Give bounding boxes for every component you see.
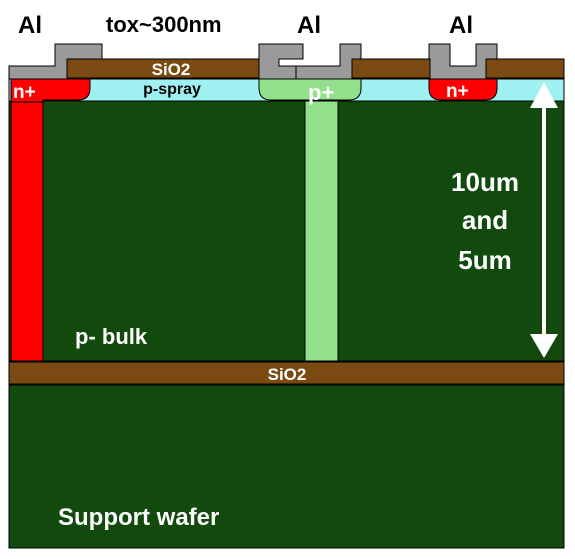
label-p-plus: p+ bbox=[308, 80, 334, 105]
label-thickness-line2: and bbox=[462, 205, 508, 235]
p-plus-implant bbox=[258, 78, 362, 101]
sio2-segment-2 bbox=[351, 58, 431, 79]
label-sio2-top: SiO2 bbox=[152, 60, 191, 79]
n-plus-left-implant bbox=[10, 78, 91, 103]
label-al-right: Al bbox=[449, 12, 473, 39]
al-contact-right bbox=[428, 43, 498, 80]
n-plus-right-implant bbox=[428, 78, 498, 101]
buried-sio2-layer bbox=[8, 361, 565, 385]
label-thickness-line1: 10um bbox=[451, 167, 519, 197]
al-contact-middle-right bbox=[295, 43, 362, 80]
label-al-middle: Al bbox=[297, 12, 321, 39]
n-plus-left-column bbox=[10, 79, 44, 362]
sio2-segment-3 bbox=[485, 58, 565, 79]
p-plus-column bbox=[304, 97, 339, 362]
label-tox: tox~300nm bbox=[106, 12, 222, 37]
label-n-plus-left: n+ bbox=[13, 82, 36, 103]
al-contact-left bbox=[8, 43, 103, 80]
label-sio2-buried: SiO2 bbox=[268, 365, 307, 384]
support-wafer-layer bbox=[8, 384, 565, 549]
label-n-plus-right: n+ bbox=[446, 81, 469, 102]
label-p-bulk: p- bulk bbox=[75, 324, 148, 349]
thickness-arrow bbox=[530, 82, 558, 358]
label-al-left: Al bbox=[18, 12, 42, 39]
al-contact-middle bbox=[258, 43, 304, 80]
label-support-wafer: Support wafer bbox=[58, 504, 219, 531]
label-p-spray: p-spray bbox=[143, 81, 201, 98]
label-thickness-line3: 5um bbox=[458, 245, 511, 275]
